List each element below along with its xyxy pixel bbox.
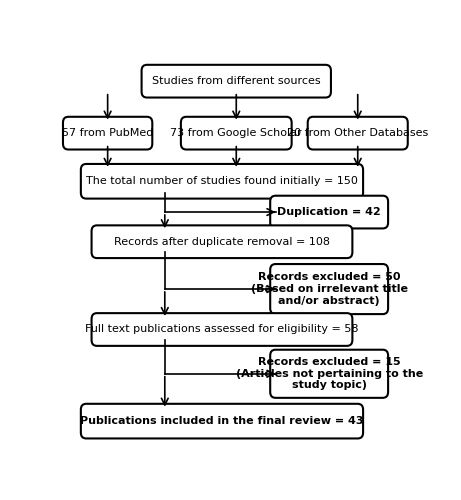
- Text: Records excluded = 15
(Articles not pertaining to the
study topic): Records excluded = 15 (Articles not pert…: [236, 357, 423, 390]
- Text: 73 from Google Scholar: 73 from Google Scholar: [171, 128, 302, 138]
- FancyBboxPatch shape: [92, 313, 352, 346]
- FancyBboxPatch shape: [308, 117, 408, 150]
- FancyBboxPatch shape: [142, 65, 331, 98]
- Text: 57 from PubMed: 57 from PubMed: [62, 128, 154, 138]
- Text: 20 from Other Databases: 20 from Other Databases: [287, 128, 428, 138]
- FancyBboxPatch shape: [92, 226, 352, 258]
- FancyBboxPatch shape: [181, 117, 292, 150]
- Text: Duplication = 42: Duplication = 42: [277, 207, 381, 217]
- FancyBboxPatch shape: [81, 404, 363, 438]
- Text: The total number of studies found initially = 150: The total number of studies found initia…: [86, 176, 358, 186]
- Text: Studies from different sources: Studies from different sources: [152, 76, 320, 86]
- Text: Records excluded = 50
(Based on irrelevant title
and/or abstract): Records excluded = 50 (Based on irreleva…: [251, 272, 408, 306]
- FancyBboxPatch shape: [63, 117, 152, 150]
- Text: Full text publications assessed for eligibility = 58: Full text publications assessed for elig…: [85, 324, 359, 334]
- FancyBboxPatch shape: [270, 350, 388, 398]
- FancyBboxPatch shape: [81, 164, 363, 198]
- FancyBboxPatch shape: [270, 196, 388, 228]
- FancyBboxPatch shape: [270, 264, 388, 314]
- Text: Publications included in the final review = 43: Publications included in the final revie…: [80, 416, 364, 426]
- Text: Records after duplicate removal = 108: Records after duplicate removal = 108: [114, 236, 330, 246]
